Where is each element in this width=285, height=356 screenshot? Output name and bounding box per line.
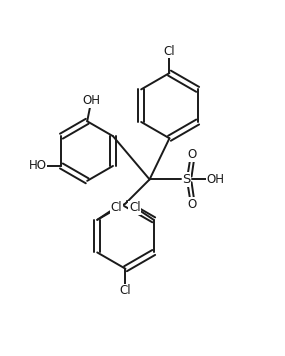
Text: OH: OH	[82, 94, 100, 108]
Text: Cl: Cl	[110, 201, 122, 214]
Text: O: O	[187, 198, 196, 211]
Text: Cl: Cl	[120, 284, 131, 297]
Text: Cl: Cl	[164, 45, 175, 58]
Text: OH: OH	[207, 173, 225, 186]
Text: O: O	[187, 148, 196, 161]
Text: Cl: Cl	[129, 201, 141, 214]
Text: S: S	[182, 173, 191, 186]
Text: HO: HO	[29, 159, 47, 172]
